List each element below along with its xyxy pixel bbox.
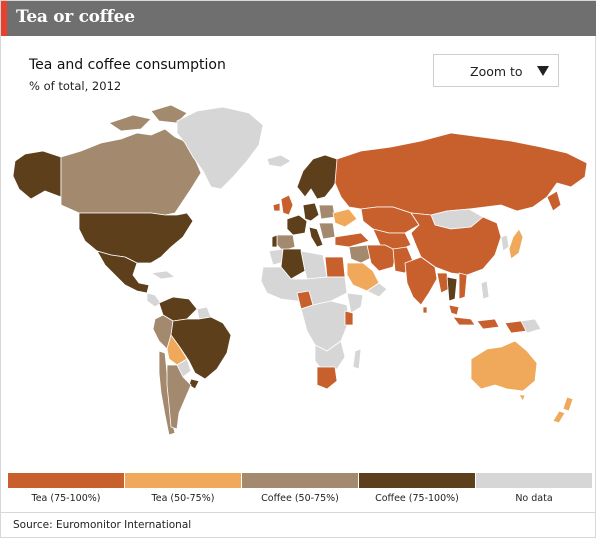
zoom-to-label: Zoom to (470, 64, 523, 79)
divider (1, 512, 596, 513)
region-poland[interactable] (318, 204, 336, 220)
region-canada-islands[interactable] (108, 104, 188, 132)
region-iraq-syria[interactable] (348, 244, 374, 264)
region-united-states[interactable] (78, 212, 194, 264)
region-japan[interactable] (508, 228, 524, 260)
legend-swatch (125, 473, 241, 488)
region-australia[interactable] (470, 340, 538, 392)
legend-item-no-data: No data (476, 473, 592, 509)
region-ireland[interactable] (272, 202, 281, 212)
region-alaska[interactable] (12, 150, 62, 200)
legend-item-coffee-75-100: Coffee (75-100%) (359, 473, 475, 509)
legend-item-coffee-50-75: Coffee (50-75%) (242, 473, 358, 509)
zoom-to-dropdown[interactable]: Zoom to (433, 54, 559, 87)
chart-title: Tea and coffee consumption (29, 57, 226, 73)
region-central-africa[interactable] (300, 300, 350, 352)
region-madagascar[interactable] (352, 348, 362, 370)
region-sri-lanka[interactable] (422, 306, 428, 314)
region-indonesia[interactable] (452, 316, 528, 334)
legend-label: Coffee (75-100%) (375, 493, 459, 504)
region-kenya[interactable] (344, 310, 354, 326)
region-greenland[interactable] (176, 106, 264, 190)
legend-label: Tea (50-75%) (151, 493, 215, 504)
chart-subtitle: % of total, 2012 (29, 79, 122, 93)
region-balkans[interactable] (318, 222, 336, 240)
world-map[interactable] (1, 101, 596, 446)
region-algeria[interactable] (280, 248, 306, 280)
region-south-africa[interactable] (316, 366, 338, 390)
legend-item-tea-50-75: Tea (50-75%) (125, 473, 241, 509)
region-united-kingdom[interactable] (280, 194, 294, 216)
header-title: Tea or coffee (16, 7, 135, 27)
legend-label: No data (515, 493, 553, 504)
region-uruguay[interactable] (188, 378, 200, 390)
region-germany[interactable] (302, 202, 320, 222)
region-turkey[interactable] (334, 232, 370, 248)
region-west-africa[interactable] (260, 266, 348, 306)
legend-label: Coffee (50-75%) (261, 493, 339, 504)
region-southern-africa[interactable] (314, 340, 346, 372)
region-egypt[interactable] (324, 256, 346, 278)
region-canada[interactable] (60, 128, 202, 216)
region-portugal[interactable] (271, 234, 278, 248)
region-scandinavia[interactable] (296, 154, 342, 200)
region-yemen-oman[interactable] (366, 282, 388, 298)
region-korea[interactable] (500, 234, 510, 252)
region-libya[interactable] (300, 250, 328, 280)
legend: Tea (75-100%) Tea (50-75%) Coffee (50-75… (8, 473, 592, 509)
region-iceland[interactable] (266, 154, 292, 168)
region-new-zealand[interactable] (552, 396, 574, 424)
region-china[interactable] (410, 212, 502, 276)
region-philippines[interactable] (480, 280, 490, 300)
region-tasmania[interactable] (518, 394, 526, 402)
legend-swatch (242, 473, 358, 488)
region-chile[interactable] (158, 350, 176, 436)
region-central-america[interactable] (146, 270, 176, 308)
legend-label: Tea (75-100%) (31, 493, 101, 504)
region-malaysia[interactable] (448, 304, 460, 316)
region-vietnam[interactable] (458, 272, 468, 300)
header-accent (1, 1, 7, 36)
legend-swatch (476, 473, 592, 488)
legend-swatch (8, 473, 124, 488)
region-argentina[interactable] (166, 364, 192, 430)
region-france[interactable] (286, 214, 308, 236)
region-new-guinea[interactable] (520, 318, 542, 334)
region-ukraine[interactable] (332, 208, 358, 228)
region-horn-africa[interactable] (346, 292, 364, 314)
region-thailand[interactable] (446, 276, 458, 302)
region-iran[interactable] (366, 244, 398, 272)
region-india[interactable] (404, 256, 438, 306)
header-bar: Tea or coffee (1, 1, 596, 36)
region-mexico[interactable] (96, 250, 150, 294)
triangle-down-icon (537, 66, 549, 76)
legend-swatch (359, 473, 475, 488)
region-italy[interactable] (308, 226, 324, 248)
region-kamchatka[interactable] (546, 190, 562, 212)
source-note: Source: Euromonitor International (13, 519, 192, 531)
legend-item-tea-75-100: Tea (75-100%) (8, 473, 124, 509)
region-kazakhstan[interactable] (360, 206, 420, 234)
